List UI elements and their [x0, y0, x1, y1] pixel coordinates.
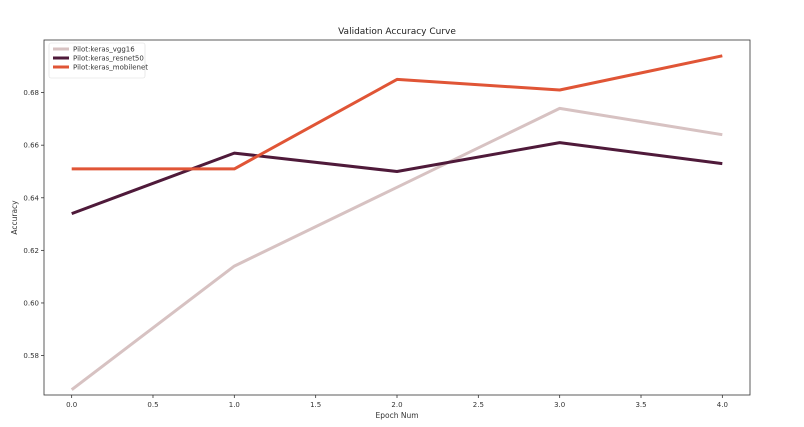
legend-label: Pilot:keras_vgg16 — [73, 46, 135, 54]
legend-box — [48, 42, 146, 79]
x-tick-label: 0.0 — [66, 401, 77, 409]
y-axis-ticks: 0.58 0.60 0.62 0.64 0.66 0.68 — [23, 89, 44, 360]
x-tick-label: 0.5 — [147, 401, 158, 409]
y-tick-label: 0.68 — [23, 89, 39, 97]
x-tick-label: 2.0 — [391, 401, 402, 409]
x-axis-ticks: 0.0 0.5 1.0 1.5 2.0 2.5 3.0 3.5 4.0 — [66, 395, 728, 409]
series-line-2 — [71, 141, 723, 216]
chart-title: Validation Accuracy Curve — [338, 27, 456, 37]
y-tick-label: 0.64 — [23, 194, 39, 202]
y-axis-title: Accuracy — [10, 200, 19, 235]
y-tick-label: 0.60 — [23, 299, 39, 307]
series-line-1 — [70, 106, 723, 391]
x-tick-label: 1.5 — [310, 401, 321, 409]
x-tick-label: 3.0 — [554, 401, 565, 409]
x-tick-label: 2.5 — [473, 401, 484, 409]
y-tick-label: 0.58 — [23, 352, 39, 360]
y-tick-label: 0.66 — [23, 142, 39, 150]
legend-label: Pilot:keras_resnet50 — [73, 55, 144, 63]
x-tick-label: 3.5 — [635, 401, 646, 409]
y-tick-label: 0.62 — [23, 247, 39, 255]
plot-frame — [43, 39, 751, 396]
x-tick-label: 4.0 — [717, 401, 728, 409]
legend-label: Pilot:keras_mobilenet — [73, 64, 148, 72]
x-tick-label: 1.0 — [229, 401, 240, 409]
legend: Pilot:keras_vgg16Pilot:keras_resnet50Pil… — [48, 42, 148, 79]
plot-area — [70, 54, 723, 391]
series-line-3 — [71, 54, 723, 171]
x-axis-title: Epoch Num — [375, 411, 418, 420]
